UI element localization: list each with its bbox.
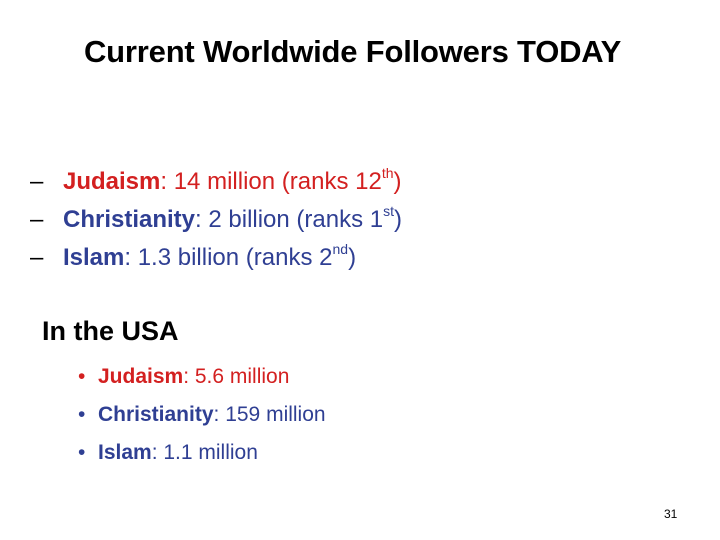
- usa-item-islam: • Islam: 1.1 million: [78, 437, 326, 475]
- follower-count-text: : 1.3 billion (ranks 2: [124, 244, 333, 271]
- religion-name: Judaism: [63, 168, 161, 195]
- rank-suffix: th: [381, 165, 394, 181]
- dash-marker: –: [30, 168, 44, 195]
- follower-count-text: : 14 million (ranks 12: [160, 168, 382, 195]
- bullet-marker: •: [78, 403, 86, 426]
- follower-count-text: : 5.6 million: [183, 365, 290, 388]
- closing-paren: ): [393, 168, 402, 195]
- slide-title: Current Worldwide Followers TODAY: [84, 34, 622, 69]
- usa-heading: In the USA: [42, 316, 179, 346]
- religion-name: Islam: [98, 441, 152, 464]
- dash-marker: –: [30, 244, 44, 271]
- worldwide-followers-list: – Judaism: 14 million (ranks 12th) – Chris…: [30, 163, 402, 277]
- religion-name: Judaism: [98, 365, 184, 388]
- bullet-marker: •: [78, 365, 86, 388]
- rank-suffix: st: [383, 203, 395, 219]
- worldwide-item-christianity: – Christianity: 2 billion (ranks 1st): [30, 201, 402, 239]
- religion-name: Islam: [63, 244, 125, 271]
- dash-marker: –: [30, 206, 44, 233]
- usa-item-christianity: • Christianity: 159 million: [78, 399, 326, 437]
- religion-name: Christianity: [98, 403, 214, 426]
- bullet-marker: •: [78, 441, 86, 464]
- rank-suffix: nd: [332, 241, 349, 257]
- closing-paren: ): [348, 244, 357, 271]
- worldwide-item-judaism: – Judaism: 14 million (ranks 12th): [30, 163, 402, 201]
- usa-followers-list: • Judaism: 5.6 million • Christianity: 159…: [78, 361, 326, 475]
- usa-item-judaism: • Judaism: 5.6 million: [78, 361, 326, 399]
- worldwide-item-islam: – Islam: 1.3 billion (ranks 2nd): [30, 239, 402, 277]
- closing-paren: ): [394, 206, 403, 233]
- follower-count-text: : 159 million: [213, 403, 326, 426]
- religion-name: Christianity: [63, 206, 196, 233]
- follower-count-text: : 1.1 million: [151, 441, 258, 464]
- follower-count-text: : 2 billion (ranks 1: [195, 206, 384, 233]
- page-number: 31: [664, 507, 678, 521]
